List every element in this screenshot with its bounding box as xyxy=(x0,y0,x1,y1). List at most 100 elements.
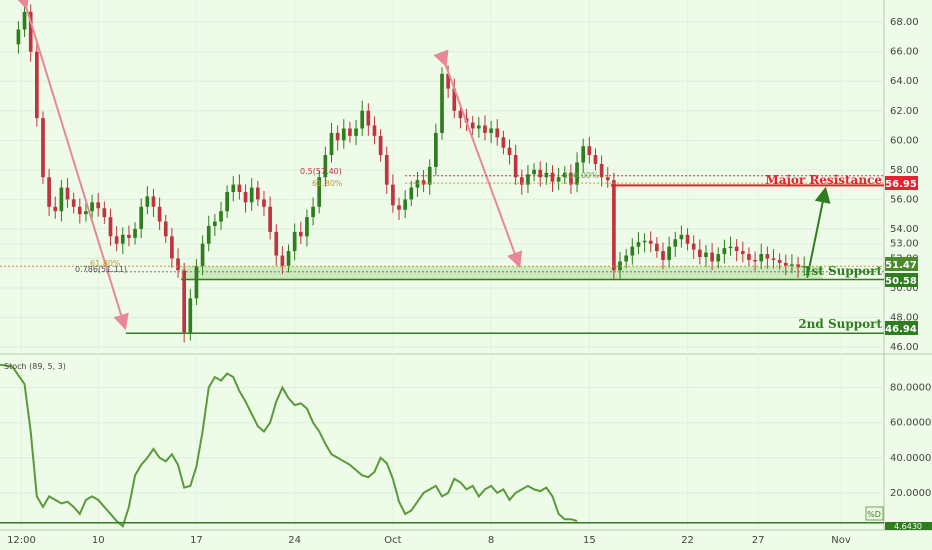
down-arrow-1 xyxy=(14,0,129,331)
price-tick-label: 56.00 xyxy=(890,194,919,205)
candle-body xyxy=(538,169,543,178)
candle-body xyxy=(268,206,272,232)
candle-body xyxy=(434,132,438,167)
candle-body xyxy=(151,196,156,207)
candle-body xyxy=(249,187,254,203)
up-arrow-target xyxy=(806,186,831,278)
candle-body xyxy=(341,128,346,141)
fib-786-left: 0.786(51.11) xyxy=(75,265,127,274)
last-price-badge: 51.47 xyxy=(885,257,918,271)
candle-body xyxy=(391,184,395,206)
stoch-pane[interactable] xyxy=(0,355,884,522)
support1-price-badge: 50.58 xyxy=(885,273,918,287)
price-pane[interactable] xyxy=(0,0,884,353)
stoch-tick-label: 40.0000 xyxy=(890,453,931,464)
candle-body xyxy=(734,246,739,252)
candle-body xyxy=(716,254,721,262)
candle-body xyxy=(544,172,549,178)
fib-61-8-mid: 61.80% xyxy=(312,179,343,188)
candle-body xyxy=(157,206,162,222)
level-lines xyxy=(0,175,884,334)
price-tick-label: 48.00 xyxy=(890,313,919,324)
candle-body xyxy=(624,255,629,262)
candle-body xyxy=(777,259,782,263)
candle-body xyxy=(41,118,45,178)
support-zone xyxy=(181,266,823,280)
candle-body xyxy=(65,187,70,200)
time-tick-label: Nov xyxy=(831,535,851,546)
price-tick-label: 50.00 xyxy=(890,283,919,294)
svg-text:56.95: 56.95 xyxy=(885,179,917,190)
candle-body xyxy=(133,228,137,238)
price-tick-label: 60.00 xyxy=(890,135,919,146)
time-tick-label: 17 xyxy=(190,535,203,546)
candle-body xyxy=(59,187,64,212)
candle-body xyxy=(612,180,616,271)
candle-body xyxy=(562,172,567,178)
candle-body xyxy=(384,155,389,185)
candle-body xyxy=(532,169,536,175)
candle-body xyxy=(747,254,751,260)
candle-body xyxy=(593,155,598,164)
price-tick-label: 54.00 xyxy=(890,224,919,235)
candle-body xyxy=(255,187,260,200)
price-tick-label: 66.00 xyxy=(890,47,919,58)
candle-body xyxy=(34,51,39,119)
candle-body xyxy=(783,262,788,266)
time-tick-label: 8 xyxy=(488,535,494,546)
candle-body xyxy=(317,177,322,207)
svg-text:50.58: 50.58 xyxy=(885,276,917,287)
candle-body xyxy=(120,234,125,244)
time-tick-label: 10 xyxy=(92,535,105,546)
candle-body xyxy=(550,172,555,182)
fib-100-right: 100.00% xyxy=(563,171,599,180)
candle-body xyxy=(489,128,493,133)
candle-body xyxy=(648,240,653,244)
candle-body xyxy=(728,246,733,249)
time-tick-label: Oct xyxy=(384,535,401,546)
candle-body xyxy=(790,264,794,266)
svg-text:4.6430: 4.6430 xyxy=(894,522,922,531)
candle-body xyxy=(697,249,702,257)
candle-body xyxy=(188,298,193,333)
candle-body xyxy=(476,125,481,129)
candle-body xyxy=(77,206,82,215)
candle-body xyxy=(225,192,229,212)
candle-body xyxy=(311,206,315,218)
price-tick-label: 53.00 xyxy=(890,239,919,250)
stochastic-indicator xyxy=(0,363,884,528)
candle-body xyxy=(722,248,727,255)
candle-body xyxy=(286,251,291,266)
time-tick-label: 22 xyxy=(681,535,694,546)
candle-body xyxy=(366,110,371,126)
candle-body xyxy=(298,231,303,237)
candle-body xyxy=(740,251,745,255)
candle-body xyxy=(194,265,199,299)
candle-body xyxy=(409,187,414,200)
time-axis[interactable]: 12:00 10 17 24 Oct 8 15 22 27 Nov xyxy=(7,535,851,546)
candle-body xyxy=(305,217,309,237)
candle-body xyxy=(108,217,113,237)
fib-61-8-left: 61.80% xyxy=(90,259,121,268)
fib-50-mid: 0.5(57.40) xyxy=(300,167,342,176)
candle-body xyxy=(710,252,714,262)
candle-body xyxy=(679,234,684,240)
candle-body xyxy=(587,146,592,156)
time-tick-label: 24 xyxy=(288,535,301,546)
svg-text:51.47: 51.47 xyxy=(885,260,917,271)
candle-body xyxy=(581,146,586,163)
candle-body xyxy=(96,202,101,209)
candle-body xyxy=(200,243,205,266)
candle-body xyxy=(470,122,475,129)
candle-body xyxy=(753,259,757,262)
candle-body xyxy=(556,177,561,182)
candle-body xyxy=(139,206,144,229)
candle-body xyxy=(145,196,150,207)
stoch-title: Stoch (89, 5, 3) xyxy=(4,362,66,371)
candle-body xyxy=(501,137,506,148)
price-tick-label: 68.00 xyxy=(890,17,919,28)
candle-body xyxy=(16,29,21,45)
candle-body xyxy=(22,11,27,30)
candle-body xyxy=(262,199,266,207)
